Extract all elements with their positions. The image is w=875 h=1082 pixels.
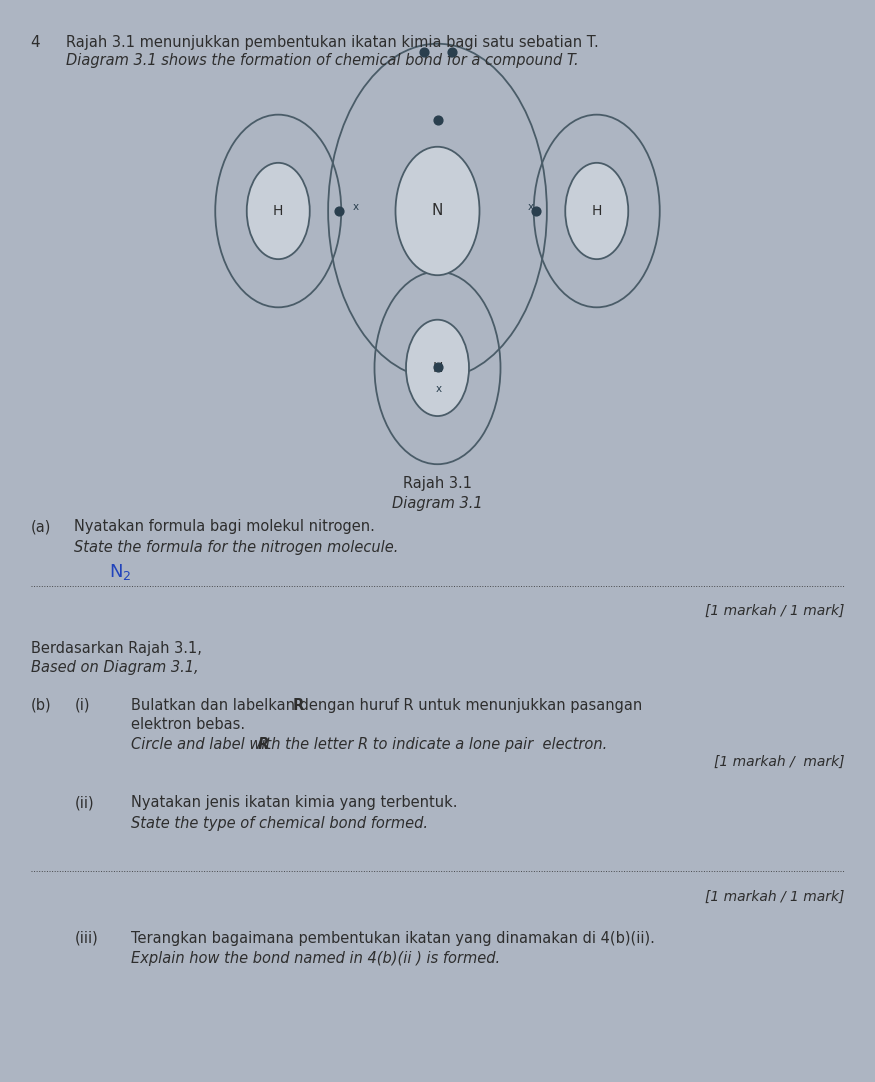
Text: x: x — [437, 384, 443, 394]
Text: Berdasarkan Rajah 3.1,: Berdasarkan Rajah 3.1, — [31, 641, 201, 656]
Text: [1 markah / 1 mark]: [1 markah / 1 mark] — [705, 889, 844, 903]
Point — [430, 359, 444, 377]
Text: Terangkan bagaimana pembentukan ikatan yang dinamakan di 4(b)(ii).: Terangkan bagaimana pembentukan ikatan y… — [131, 931, 655, 946]
Point — [444, 43, 458, 61]
Text: State the formula for the nitrogen molecule.: State the formula for the nitrogen molec… — [74, 540, 399, 555]
Ellipse shape — [406, 319, 469, 417]
Text: N$_2$: N$_2$ — [109, 563, 132, 582]
Ellipse shape — [565, 162, 628, 260]
Text: (iii): (iii) — [74, 931, 98, 946]
Point — [430, 111, 444, 129]
Text: H: H — [432, 361, 443, 374]
Text: Bulatkan dan labelkan dengan huruf R untuk menunjukkan pasangan: Bulatkan dan labelkan dengan huruf R unt… — [131, 698, 642, 713]
Text: H: H — [592, 204, 602, 217]
Text: R: R — [257, 737, 269, 752]
Text: Nyatakan jenis ikatan kimia yang terbentuk.: Nyatakan jenis ikatan kimia yang terbent… — [131, 795, 458, 810]
Text: Diagram 3.1: Diagram 3.1 — [392, 496, 483, 511]
Text: x: x — [354, 201, 360, 212]
Text: (a): (a) — [31, 519, 51, 535]
Text: H: H — [273, 204, 284, 217]
Ellipse shape — [396, 147, 480, 275]
Point — [332, 202, 346, 220]
Text: [1 markah / 1 mark]: [1 markah / 1 mark] — [705, 604, 844, 618]
Point — [529, 202, 543, 220]
Text: Rajah 3.1 menunjukkan pembentukan ikatan kimia bagi satu sebatian T.: Rajah 3.1 menunjukkan pembentukan ikatan… — [66, 35, 599, 50]
Text: 4: 4 — [31, 35, 40, 50]
Text: (b): (b) — [31, 698, 52, 713]
Text: (i): (i) — [74, 698, 90, 713]
Ellipse shape — [247, 162, 310, 260]
Text: Rajah 3.1: Rajah 3.1 — [403, 476, 472, 491]
Text: Nyatakan formula bagi molekul nitrogen.: Nyatakan formula bagi molekul nitrogen. — [74, 519, 375, 535]
Text: Explain how the bond named in 4(b)(ii ) is formed.: Explain how the bond named in 4(b)(ii ) … — [131, 951, 500, 966]
Text: Diagram 3.1 shows the formation of chemical bond for a compound T.: Diagram 3.1 shows the formation of chemi… — [66, 53, 578, 68]
Text: Based on Diagram 3.1,: Based on Diagram 3.1, — [31, 660, 199, 675]
Text: R: R — [293, 698, 304, 713]
Text: (ii): (ii) — [74, 795, 94, 810]
Point — [416, 43, 430, 61]
Text: State the type of chemical bond formed.: State the type of chemical bond formed. — [131, 816, 428, 831]
Text: [1 markah /  mark]: [1 markah / mark] — [714, 755, 844, 769]
Text: N: N — [432, 203, 444, 219]
Text: x: x — [528, 201, 534, 212]
Text: elektron bebas.: elektron bebas. — [131, 717, 245, 733]
Text: Circle and label with the letter R to indicate a lone pair  electron.: Circle and label with the letter R to in… — [131, 737, 607, 752]
